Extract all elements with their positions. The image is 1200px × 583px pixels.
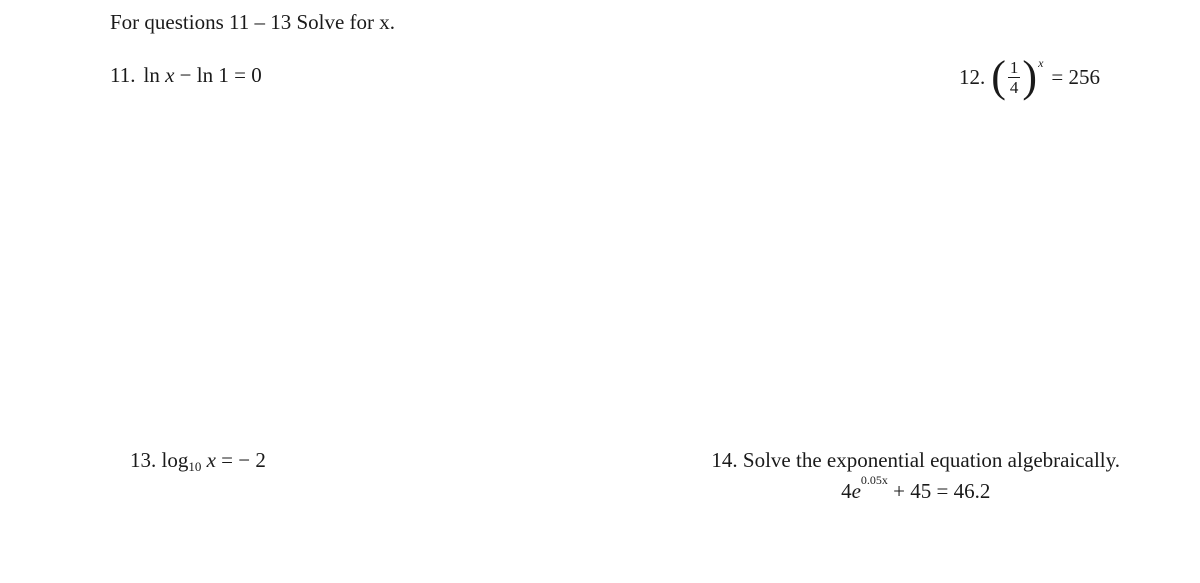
q14-e: e bbox=[852, 479, 861, 503]
q11-number: 11. bbox=[110, 63, 135, 88]
q14-rhs: 46.2 bbox=[954, 479, 991, 503]
q14-equation: 4e0.05x + 45 = 46.2 bbox=[711, 479, 1120, 504]
q13-sub: 10 bbox=[188, 459, 201, 475]
q14-coeff: 4 bbox=[841, 479, 852, 503]
q13-number: 13. bbox=[130, 448, 156, 473]
q12-frac-bot: 4 bbox=[1008, 79, 1021, 96]
q11-ln1: ln bbox=[143, 63, 159, 87]
q14-eq-sign: = bbox=[936, 479, 948, 503]
q11-var: x bbox=[165, 63, 174, 87]
q12-rhs-group: = 256 bbox=[1051, 65, 1100, 90]
q11-ln2: ln 1 bbox=[197, 63, 229, 87]
q12-fraction: 1 4 bbox=[1008, 59, 1021, 96]
q12-number: 12. bbox=[959, 65, 985, 90]
q12-exponent: x bbox=[1038, 56, 1043, 71]
problem-11: 11. ln x − ln 1 = 0 bbox=[110, 63, 262, 99]
q14-exp-val: 0.05x bbox=[861, 473, 888, 487]
q12-eq: = bbox=[1051, 65, 1063, 89]
q13-log: log bbox=[162, 448, 189, 473]
q11-eq: = bbox=[234, 63, 246, 87]
problem-12: 12. ( 1 4 )x = 256 bbox=[959, 55, 1100, 99]
q14-text: Solve the exponential equation algebraic… bbox=[743, 448, 1120, 472]
q13-var: x bbox=[207, 448, 216, 473]
q11-equation: ln x − ln 1 = 0 bbox=[143, 63, 261, 88]
q12-frac-top: 1 bbox=[1008, 59, 1021, 76]
q14-exp: 0.05x bbox=[861, 473, 888, 487]
q12-rhs: 256 bbox=[1069, 65, 1101, 89]
q12-lparen: ( bbox=[991, 55, 1006, 99]
q14-plus: + 45 bbox=[893, 479, 931, 503]
row-11-12: 11. ln x − ln 1 = 0 12. ( 1 4 )x = 256 bbox=[110, 63, 1100, 99]
q13-rhs: − 2 bbox=[238, 448, 266, 473]
q12-rparen: ) bbox=[1022, 55, 1037, 99]
q11-rhs: 0 bbox=[251, 63, 262, 87]
instructions: For questions 11 – 13 Solve for x. bbox=[110, 10, 395, 34]
problem-14: 14. Solve the exponential equation algeb… bbox=[711, 448, 1120, 504]
q11-minus: − bbox=[180, 63, 192, 87]
problem-13: 13. log10 x = − 2 bbox=[130, 448, 266, 473]
q14-number: 14. bbox=[711, 448, 737, 472]
q13-eq: = bbox=[221, 448, 233, 473]
row-13-14: 13. log10 x = − 2 14. Solve the exponent… bbox=[0, 448, 1200, 504]
instructions-text: For questions 11 – 13 Solve for x. bbox=[110, 10, 1100, 35]
